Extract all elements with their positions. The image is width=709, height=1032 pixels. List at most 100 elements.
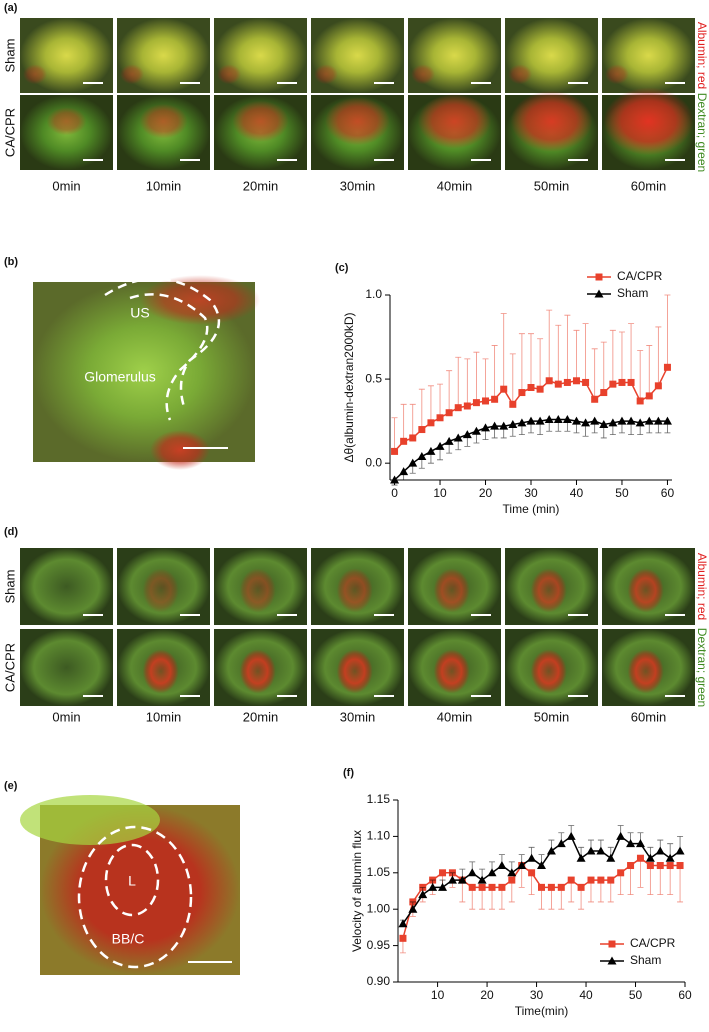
error-bar (546, 309, 553, 381)
side-label: Dextran; green (695, 93, 709, 172)
marker (408, 904, 418, 913)
row-label: CA/CPR (2, 108, 17, 157)
error-bar (555, 324, 562, 385)
marker (599, 420, 609, 428)
marker (582, 378, 590, 386)
time-label: 20min (243, 178, 278, 193)
marker (444, 436, 454, 445)
marker (636, 397, 644, 405)
error-bar (508, 880, 515, 903)
error-bar (509, 353, 516, 405)
albumin-signal (530, 568, 567, 613)
error-bar (664, 294, 671, 368)
marker (586, 846, 596, 855)
marker (418, 890, 428, 899)
marker (609, 380, 617, 388)
marker (546, 846, 556, 855)
error-bar (400, 403, 407, 442)
marker (566, 831, 576, 840)
panel-label: (e) (4, 780, 18, 792)
time-label: 10min (146, 178, 181, 193)
marker (490, 421, 500, 430)
marker (471, 426, 481, 435)
marker (600, 389, 608, 397)
marker (563, 378, 571, 386)
error-bar (587, 880, 594, 903)
marker (399, 467, 409, 476)
y-tick-label: 1.00 (367, 901, 391, 915)
marker (527, 384, 535, 391)
marker (497, 861, 507, 870)
error-bar (568, 880, 575, 903)
marker (656, 862, 664, 870)
albumin-signal (46, 107, 87, 136)
error-bar (491, 345, 498, 400)
error-bar (597, 880, 604, 903)
x-tick-label: 20 (479, 486, 493, 500)
error-bar (591, 348, 598, 400)
panel-label: (b) (4, 256, 18, 268)
time-label: 0min (52, 178, 80, 193)
panel-label: (c) (335, 262, 349, 274)
albumin-signal (325, 97, 390, 146)
error-bar (564, 314, 571, 383)
marker (398, 919, 408, 928)
y-tick-label: 0.95 (367, 938, 391, 952)
error-bar (427, 385, 434, 423)
error-bar (459, 880, 466, 903)
marker (627, 862, 635, 870)
marker (577, 883, 585, 891)
marker (547, 883, 555, 891)
marker (535, 416, 545, 425)
x-tick-label: 40 (579, 988, 593, 1002)
marker (597, 876, 605, 884)
marker (428, 882, 438, 891)
error-bar (548, 887, 555, 910)
marker (508, 420, 518, 428)
x-tick-label: 60 (661, 486, 675, 500)
marker (463, 402, 471, 410)
marker (417, 451, 427, 460)
marker (391, 447, 399, 455)
time-label: 30min (340, 709, 375, 724)
marker (571, 416, 581, 425)
error-bar (558, 887, 565, 910)
panel-label: (f) (343, 767, 354, 779)
marker (500, 385, 508, 393)
error-bar (657, 865, 664, 896)
error-bar (489, 887, 496, 910)
marker (607, 876, 615, 884)
error-bar (627, 865, 634, 896)
albumin-signal (530, 649, 567, 694)
error-bar (455, 356, 462, 408)
error-bar (573, 329, 580, 381)
error-bar (618, 331, 625, 383)
albumin-signal (417, 93, 492, 149)
error-bar (518, 865, 525, 888)
marker (645, 392, 653, 400)
error-bar (537, 338, 544, 390)
error-bar (446, 370, 453, 413)
marker (399, 934, 407, 942)
x-tick-label: 50 (615, 486, 629, 500)
marker (488, 883, 496, 891)
error-bar (528, 333, 534, 388)
marker (562, 414, 572, 423)
error-bar (578, 887, 585, 910)
albumin-signal (232, 100, 289, 142)
time-label: 50min (534, 178, 569, 193)
panel-label: (d) (4, 526, 18, 538)
legend-label: CA/CPR (617, 269, 663, 283)
y-tick-label: 1.0 (365, 287, 382, 301)
marker (545, 377, 553, 385)
marker (400, 437, 408, 445)
annotation: L (128, 873, 136, 889)
x-tick-label: 30 (524, 486, 538, 500)
albumin-signal (314, 64, 338, 85)
albumin-signal (605, 64, 629, 85)
error-bar (437, 383, 444, 418)
x-tick-label: 40 (570, 486, 584, 500)
marker (576, 853, 586, 862)
marker (478, 883, 486, 891)
